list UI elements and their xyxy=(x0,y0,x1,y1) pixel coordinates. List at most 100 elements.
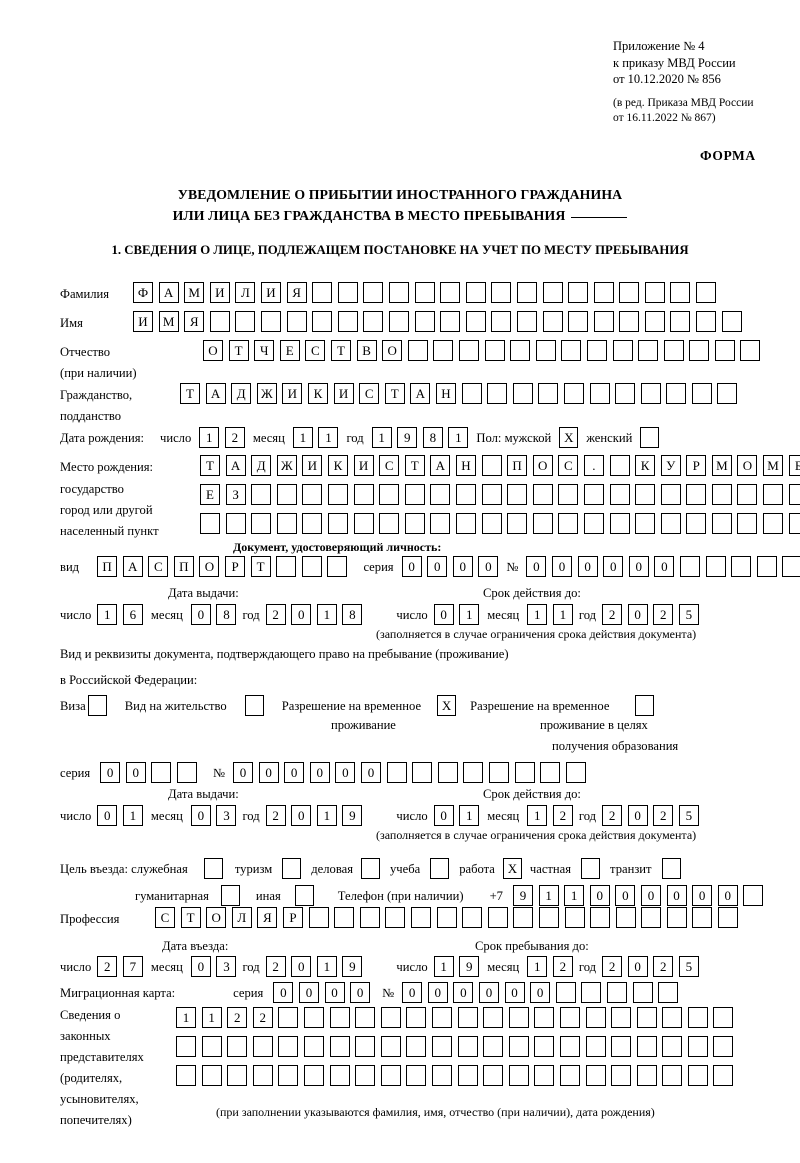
char-cell[interactable]: 0 xyxy=(615,885,636,906)
char-cell[interactable] xyxy=(483,1007,504,1028)
char-cell[interactable]: Т xyxy=(384,383,405,404)
char-cell[interactable] xyxy=(508,1065,529,1086)
char-cell[interactable]: 9 xyxy=(342,805,363,826)
char-cell[interactable] xyxy=(436,907,457,928)
char-cell[interactable] xyxy=(644,311,665,332)
char-cell[interactable] xyxy=(559,1007,580,1028)
char-cell[interactable] xyxy=(609,484,630,505)
char-cell[interactable]: 5 xyxy=(678,805,699,826)
char-cell[interactable] xyxy=(388,282,409,303)
char-cell[interactable]: Я xyxy=(184,311,205,332)
char-cell[interactable] xyxy=(687,1007,708,1028)
char-cell[interactable] xyxy=(763,484,784,505)
char-cell[interactable] xyxy=(558,513,579,534)
char-cell[interactable] xyxy=(512,383,533,404)
checkbox-private[interactable] xyxy=(581,858,601,879)
char-cell[interactable] xyxy=(568,282,589,303)
char-cell[interactable] xyxy=(585,1007,606,1028)
char-cell[interactable]: 1 xyxy=(97,604,118,625)
char-cell[interactable]: 0 xyxy=(628,556,649,577)
char-cell[interactable] xyxy=(670,282,691,303)
char-cell[interactable]: Т xyxy=(200,455,220,476)
char-cell[interactable] xyxy=(615,383,636,404)
char-cell[interactable] xyxy=(209,311,230,332)
checkbox-male[interactable]: X xyxy=(559,427,579,448)
char-cell[interactable]: Ж xyxy=(256,383,277,404)
char-cell[interactable] xyxy=(692,907,713,928)
char-cell[interactable] xyxy=(252,1036,273,1057)
char-cell[interactable]: 9 xyxy=(342,956,363,977)
char-cell[interactable] xyxy=(718,907,739,928)
char-cell[interactable] xyxy=(412,762,433,783)
char-cell[interactable]: 0 xyxy=(552,556,573,577)
char-cell[interactable] xyxy=(691,383,712,404)
char-cell[interactable]: 2 xyxy=(552,956,573,977)
char-cell[interactable] xyxy=(430,513,451,534)
char-cell[interactable] xyxy=(301,556,322,577)
char-cell[interactable] xyxy=(508,1036,529,1057)
char-cell[interactable] xyxy=(590,907,611,928)
char-cell[interactable] xyxy=(201,1036,222,1057)
char-cell[interactable] xyxy=(609,513,630,534)
char-cell[interactable] xyxy=(731,556,752,577)
char-cell[interactable]: 2 xyxy=(227,1007,248,1028)
char-cell[interactable]: 2 xyxy=(653,604,674,625)
char-cell[interactable] xyxy=(363,282,384,303)
char-cell[interactable] xyxy=(201,1065,222,1086)
char-cell[interactable] xyxy=(564,907,585,928)
char-cell[interactable] xyxy=(276,513,297,534)
checkbox-work[interactable]: X xyxy=(502,858,522,879)
char-cell[interactable] xyxy=(278,1036,299,1057)
char-cell[interactable] xyxy=(663,340,684,361)
char-cell[interactable] xyxy=(737,484,758,505)
char-cell[interactable]: 3 xyxy=(216,956,237,977)
char-cell[interactable] xyxy=(286,311,307,332)
char-cell[interactable]: Р xyxy=(686,455,707,476)
char-cell[interactable]: 0 xyxy=(350,982,371,1003)
char-cell[interactable] xyxy=(532,513,553,534)
char-cell[interactable]: 1 xyxy=(292,427,313,448)
char-cell[interactable] xyxy=(713,1065,734,1086)
char-cell[interactable] xyxy=(406,1036,427,1057)
char-cell[interactable] xyxy=(687,1036,708,1057)
char-cell[interactable] xyxy=(740,340,761,361)
char-cell[interactable] xyxy=(782,556,800,577)
char-cell[interactable]: Н xyxy=(435,383,456,404)
char-cell[interactable] xyxy=(227,1065,248,1086)
char-cell[interactable] xyxy=(440,311,461,332)
char-cell[interactable] xyxy=(303,1065,324,1086)
char-cell[interactable] xyxy=(440,282,461,303)
char-cell[interactable] xyxy=(176,1036,196,1057)
char-cell[interactable] xyxy=(507,484,528,505)
char-cell[interactable] xyxy=(593,282,614,303)
char-cell[interactable]: М xyxy=(763,455,784,476)
char-cell[interactable] xyxy=(251,484,272,505)
char-cell[interactable] xyxy=(540,762,561,783)
char-cell[interactable] xyxy=(737,513,758,534)
char-cell[interactable]: 1 xyxy=(564,885,585,906)
char-cell[interactable]: 2 xyxy=(653,805,674,826)
char-cell[interactable] xyxy=(686,513,707,534)
char-cell[interactable]: И xyxy=(353,455,374,476)
char-cell[interactable]: 5 xyxy=(678,956,699,977)
char-cell[interactable]: 0 xyxy=(291,956,312,977)
checkbox-official[interactable] xyxy=(203,858,223,879)
char-cell[interactable]: 1 xyxy=(122,805,143,826)
char-cell[interactable] xyxy=(431,1065,452,1086)
char-cell[interactable] xyxy=(176,1065,196,1086)
char-cell[interactable]: А xyxy=(410,383,431,404)
char-cell[interactable] xyxy=(559,1036,580,1057)
char-cell[interactable]: О xyxy=(737,455,758,476)
char-cell[interactable] xyxy=(535,340,556,361)
char-cell[interactable] xyxy=(743,885,764,906)
